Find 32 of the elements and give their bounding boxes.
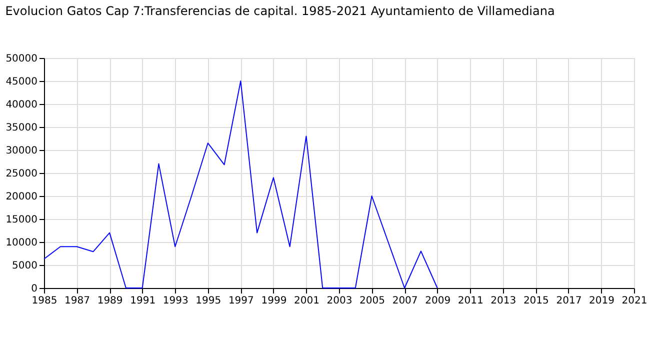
y-tick-label: 5000 [12, 260, 38, 272]
x-tick-label: 2017 [556, 296, 582, 306]
y-tick-label: 50000 [6, 54, 38, 64]
chart-title: Evolucion Gatos Cap 7:Transferencias de capital. 1985-2021 Ayuntamiento de Villamediana [5, 4, 555, 18]
x-tick-label: 2011 [458, 296, 484, 306]
line-series [44, 80, 438, 288]
x-tick-label: 2019 [588, 296, 614, 306]
y-tick-label: 35000 [6, 122, 38, 134]
x-tick-label: 2007 [392, 296, 418, 306]
x-tick-label: 2013 [490, 296, 516, 306]
y-tick-label: 10000 [6, 238, 38, 248]
y-tick-label: 25000 [6, 168, 38, 180]
y-tick-label: 30000 [6, 146, 38, 156]
x-tick-label: 1999 [261, 296, 287, 306]
x-tick-label: 2005 [360, 296, 386, 306]
x-tick-label: 1987 [64, 296, 90, 306]
y-tick-label: 15000 [6, 214, 38, 226]
x-tick-label: 1993 [162, 296, 188, 306]
x-tick-label: 1995 [196, 296, 222, 306]
x-tick-label: 2015 [523, 296, 549, 306]
x-tick-label: 2001 [294, 296, 320, 306]
x-tick-label: 1985 [32, 296, 58, 306]
y-tick-label: 0 [31, 284, 38, 294]
x-tick-label: 2009 [425, 296, 451, 306]
x-tick-label: 1991 [130, 296, 156, 306]
x-tick-label: 2003 [326, 296, 352, 306]
y-tick-label: 40000 [6, 100, 38, 110]
y-tick-label: 45000 [6, 76, 38, 88]
x-tick-label: 1989 [97, 296, 123, 306]
y-tick-label: 20000 [6, 192, 38, 202]
x-tick-label: 2021 [622, 296, 648, 306]
x-tick-label: 1997 [228, 296, 254, 306]
